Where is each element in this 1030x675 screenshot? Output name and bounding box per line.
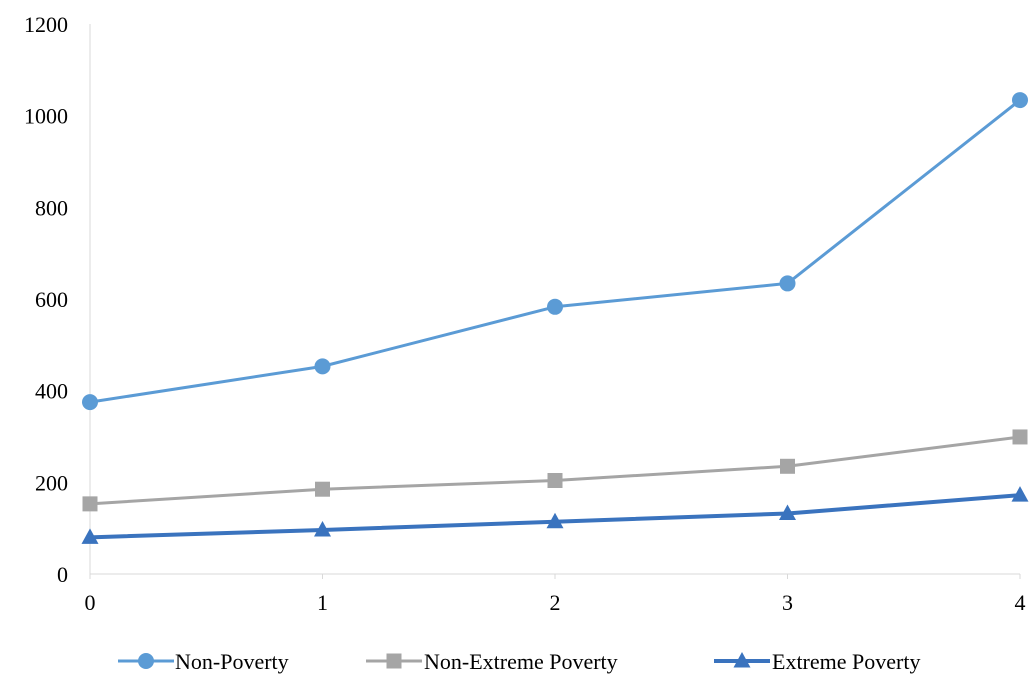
y-tick-label: 400	[35, 379, 68, 404]
y-tick-label: 200	[35, 470, 68, 495]
data-point-non-poverty	[315, 358, 331, 374]
legend-item-non-extreme-poverty: Non-Extreme Poverty	[366, 649, 618, 674]
x-tick-label: 0	[85, 590, 96, 615]
y-tick-label: 1200	[24, 12, 68, 37]
legend: Non-Poverty Non-Extreme Poverty Extreme Po…	[118, 649, 920, 674]
data-point-non-extreme-poverty	[780, 459, 795, 474]
plot-area	[82, 92, 1029, 544]
data-point-non-extreme-poverty	[315, 482, 330, 497]
series-line-non-extreme-poverty	[90, 437, 1020, 504]
legend-label: Extreme Poverty	[772, 649, 920, 674]
y-tick-label: 1000	[24, 104, 68, 129]
series-non-poverty	[82, 92, 1028, 410]
y-axis: 0 200 400 600 800 1000 1200	[24, 12, 90, 587]
legend-marker	[387, 654, 402, 669]
legend-label: Non-Extreme Poverty	[424, 649, 618, 674]
series-line-non-poverty	[90, 100, 1020, 402]
x-tick-label: 2	[550, 590, 561, 615]
y-tick-label: 0	[57, 562, 68, 587]
data-point-non-extreme-poverty	[548, 473, 563, 488]
x-axis: 0 1 2 3 4	[85, 574, 1026, 615]
data-point-non-poverty	[780, 275, 796, 291]
data-point-non-poverty	[82, 394, 98, 410]
data-point-non-extreme-poverty	[1013, 429, 1028, 444]
series-non-extreme-poverty	[83, 429, 1028, 511]
data-point-non-poverty	[1012, 92, 1028, 108]
y-tick-label: 800	[35, 195, 68, 220]
x-tick-label: 3	[782, 590, 793, 615]
x-tick-label: 1	[317, 590, 328, 615]
data-point-non-poverty	[547, 299, 563, 315]
data-point-non-extreme-poverty	[83, 496, 98, 511]
legend-item-extreme-poverty: Extreme Poverty	[714, 649, 920, 674]
legend-marker	[138, 653, 154, 669]
y-tick-label: 600	[35, 287, 68, 312]
x-tick-label: 4	[1015, 590, 1026, 615]
legend-label: Non-Poverty	[175, 649, 289, 674]
legend-item-non-poverty: Non-Poverty	[118, 649, 289, 674]
